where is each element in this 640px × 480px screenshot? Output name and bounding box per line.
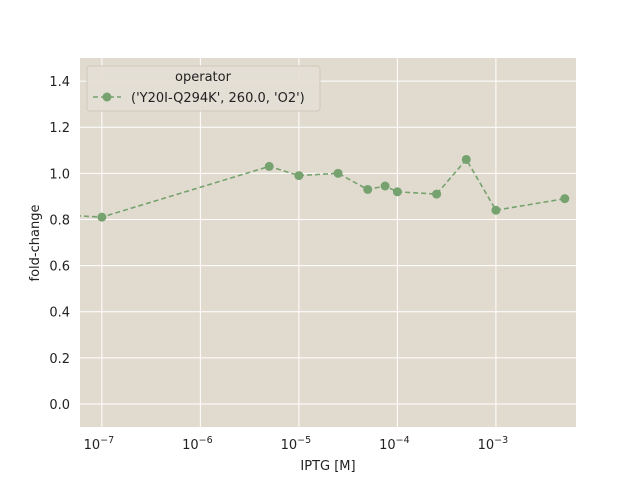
grid bbox=[80, 58, 576, 427]
data-point bbox=[97, 212, 107, 222]
x-tick-label: 10−3 bbox=[478, 435, 509, 453]
legend-title: operator bbox=[175, 70, 232, 85]
legend-box bbox=[86, 65, 321, 112]
y-tick-label: 0.6 bbox=[49, 260, 70, 275]
data-point bbox=[363, 184, 373, 194]
y-tick-label: 0.2 bbox=[49, 352, 70, 367]
x-axis-label: IPTG [M] bbox=[300, 459, 355, 474]
plot-area bbox=[80, 58, 576, 427]
x-tick-label: 10−6 bbox=[182, 435, 213, 453]
series-layer bbox=[80, 154, 570, 222]
y-tick-label: 0.8 bbox=[49, 213, 70, 228]
y-tick-label: 1.4 bbox=[49, 75, 70, 90]
x-axis-ticks: 10−7 10−6 10−5 10−4 10−3 bbox=[84, 435, 509, 453]
legend: operator ('Y20I-Q294K', 260.0, 'O2') bbox=[86, 65, 321, 112]
x-tick-label: 10−5 bbox=[281, 435, 312, 453]
data-point bbox=[560, 194, 570, 204]
legend-entry-label: ('Y20I-Q294K', 260.0, 'O2') bbox=[131, 91, 305, 106]
y-tick-label: 0.0 bbox=[49, 398, 70, 413]
data-point bbox=[380, 181, 390, 191]
data-point bbox=[333, 168, 343, 178]
data-point bbox=[264, 161, 274, 171]
legend-marker-swatch bbox=[102, 92, 112, 102]
y-tick-label: 1.0 bbox=[49, 167, 70, 182]
data-point bbox=[392, 187, 402, 197]
data-point bbox=[294, 171, 304, 181]
data-point bbox=[461, 154, 471, 164]
series-line bbox=[80, 158, 565, 218]
x-tick-label: 10−7 bbox=[84, 435, 115, 453]
y-axis-label: fold-change bbox=[28, 205, 43, 282]
y-tick-label: 0.4 bbox=[49, 306, 70, 321]
data-point bbox=[432, 189, 442, 199]
y-axis-ticks: 0.0 0.2 0.4 0.6 0.8 1.0 1.2 1.4 bbox=[49, 75, 70, 413]
data-point bbox=[491, 205, 501, 215]
y-tick-label: 1.2 bbox=[49, 121, 70, 136]
x-tick-label: 10−4 bbox=[379, 435, 410, 453]
